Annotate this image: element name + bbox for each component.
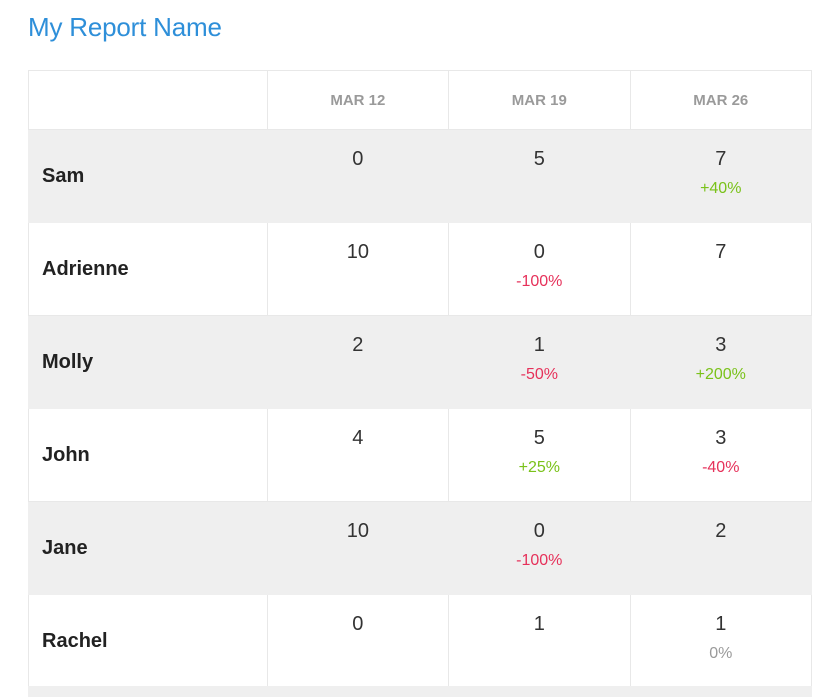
cell-value: 0 [352,613,364,635]
change-percent: +200% [695,366,746,383]
row-name: Jane [28,501,268,595]
change-percent: -50% [520,366,558,383]
cell-value: 2 [715,520,727,542]
cell-value: 7 [715,241,727,263]
cell-value: 1 [533,613,545,635]
change-percent: -100% [516,273,563,290]
column-header: MAR 19 [448,70,631,130]
data-cell: 7 [629,222,813,316]
cell-value: 5 [533,148,545,170]
data-cell: 4 [266,408,450,502]
change-percent: -100% [516,552,563,569]
data-cell: 1 [448,594,631,688]
data-cell: 2 [629,501,813,595]
change-percent: -40% [702,459,740,476]
table-row: John 4 5 +25% 3 -40% [28,408,813,502]
header-name-column [28,70,268,130]
data-cell: 3 -40% [629,408,813,502]
change-percent: 0% [709,645,733,662]
cell-value: 10 [346,520,369,542]
data-cell: 10 [266,222,450,316]
data-cell: 2 [266,315,450,409]
data-cell: 10 [266,501,450,595]
row-name: Molly [28,315,268,409]
row-name: Sam [28,129,268,223]
data-cell: 1 0% [629,594,813,688]
cell-value: 3 [715,427,727,449]
data-cell: 0 -100% [448,222,631,316]
data-cell: 0 [266,594,450,688]
row-name: Adrienne [28,222,268,316]
data-cell: 1 -50% [448,315,631,409]
data-cell: 3 +200% [629,315,813,409]
change-percent: +40% [700,180,742,197]
cell-value: 1 [533,334,545,356]
cell-value: 10 [346,241,369,263]
column-header: MAR 12 [266,70,450,130]
table-row: Molly 2 1 -50% 3 +200% [28,315,813,409]
data-cell: 0 -100% [448,501,631,595]
data-cell: 7 +40% [629,129,813,223]
header-row: MAR 12 MAR 19 MAR 26 [28,70,813,130]
row-name: Rachel [28,594,268,688]
change-percent: +25% [518,459,560,476]
data-cell: 5 [448,129,631,223]
column-header: MAR 26 [629,70,813,130]
cell-value: 0 [533,241,545,263]
cell-value: 7 [715,148,727,170]
cell-value: 0 [352,148,364,170]
report-table: MAR 12 MAR 19 MAR 26 Sam 0 5 7 +40% Adrienne 1… [28,70,813,688]
next-row-strip [28,686,812,697]
table-row: Jane 10 0 -100% 2 [28,501,813,595]
data-cell: 0 [266,129,450,223]
cell-value: 4 [352,427,364,449]
cell-value: 2 [352,334,364,356]
report-title: My Report Name [28,12,222,42]
cell-value: 0 [533,520,545,542]
table-row: Rachel 0 1 1 0% [28,594,813,688]
cell-value: 3 [715,334,727,356]
cell-value: 5 [533,427,545,449]
table-row: Adrienne 10 0 -100% 7 [28,222,813,316]
table-row: Sam 0 5 7 +40% [28,129,813,223]
cell-value: 1 [715,613,727,635]
row-name: John [28,408,268,502]
report-body: Sam 0 5 7 +40% Adrienne 10 0 -100% 7 Molly 2 1 -50% 3 +… [28,129,813,688]
data-cell: 5 +25% [448,408,631,502]
